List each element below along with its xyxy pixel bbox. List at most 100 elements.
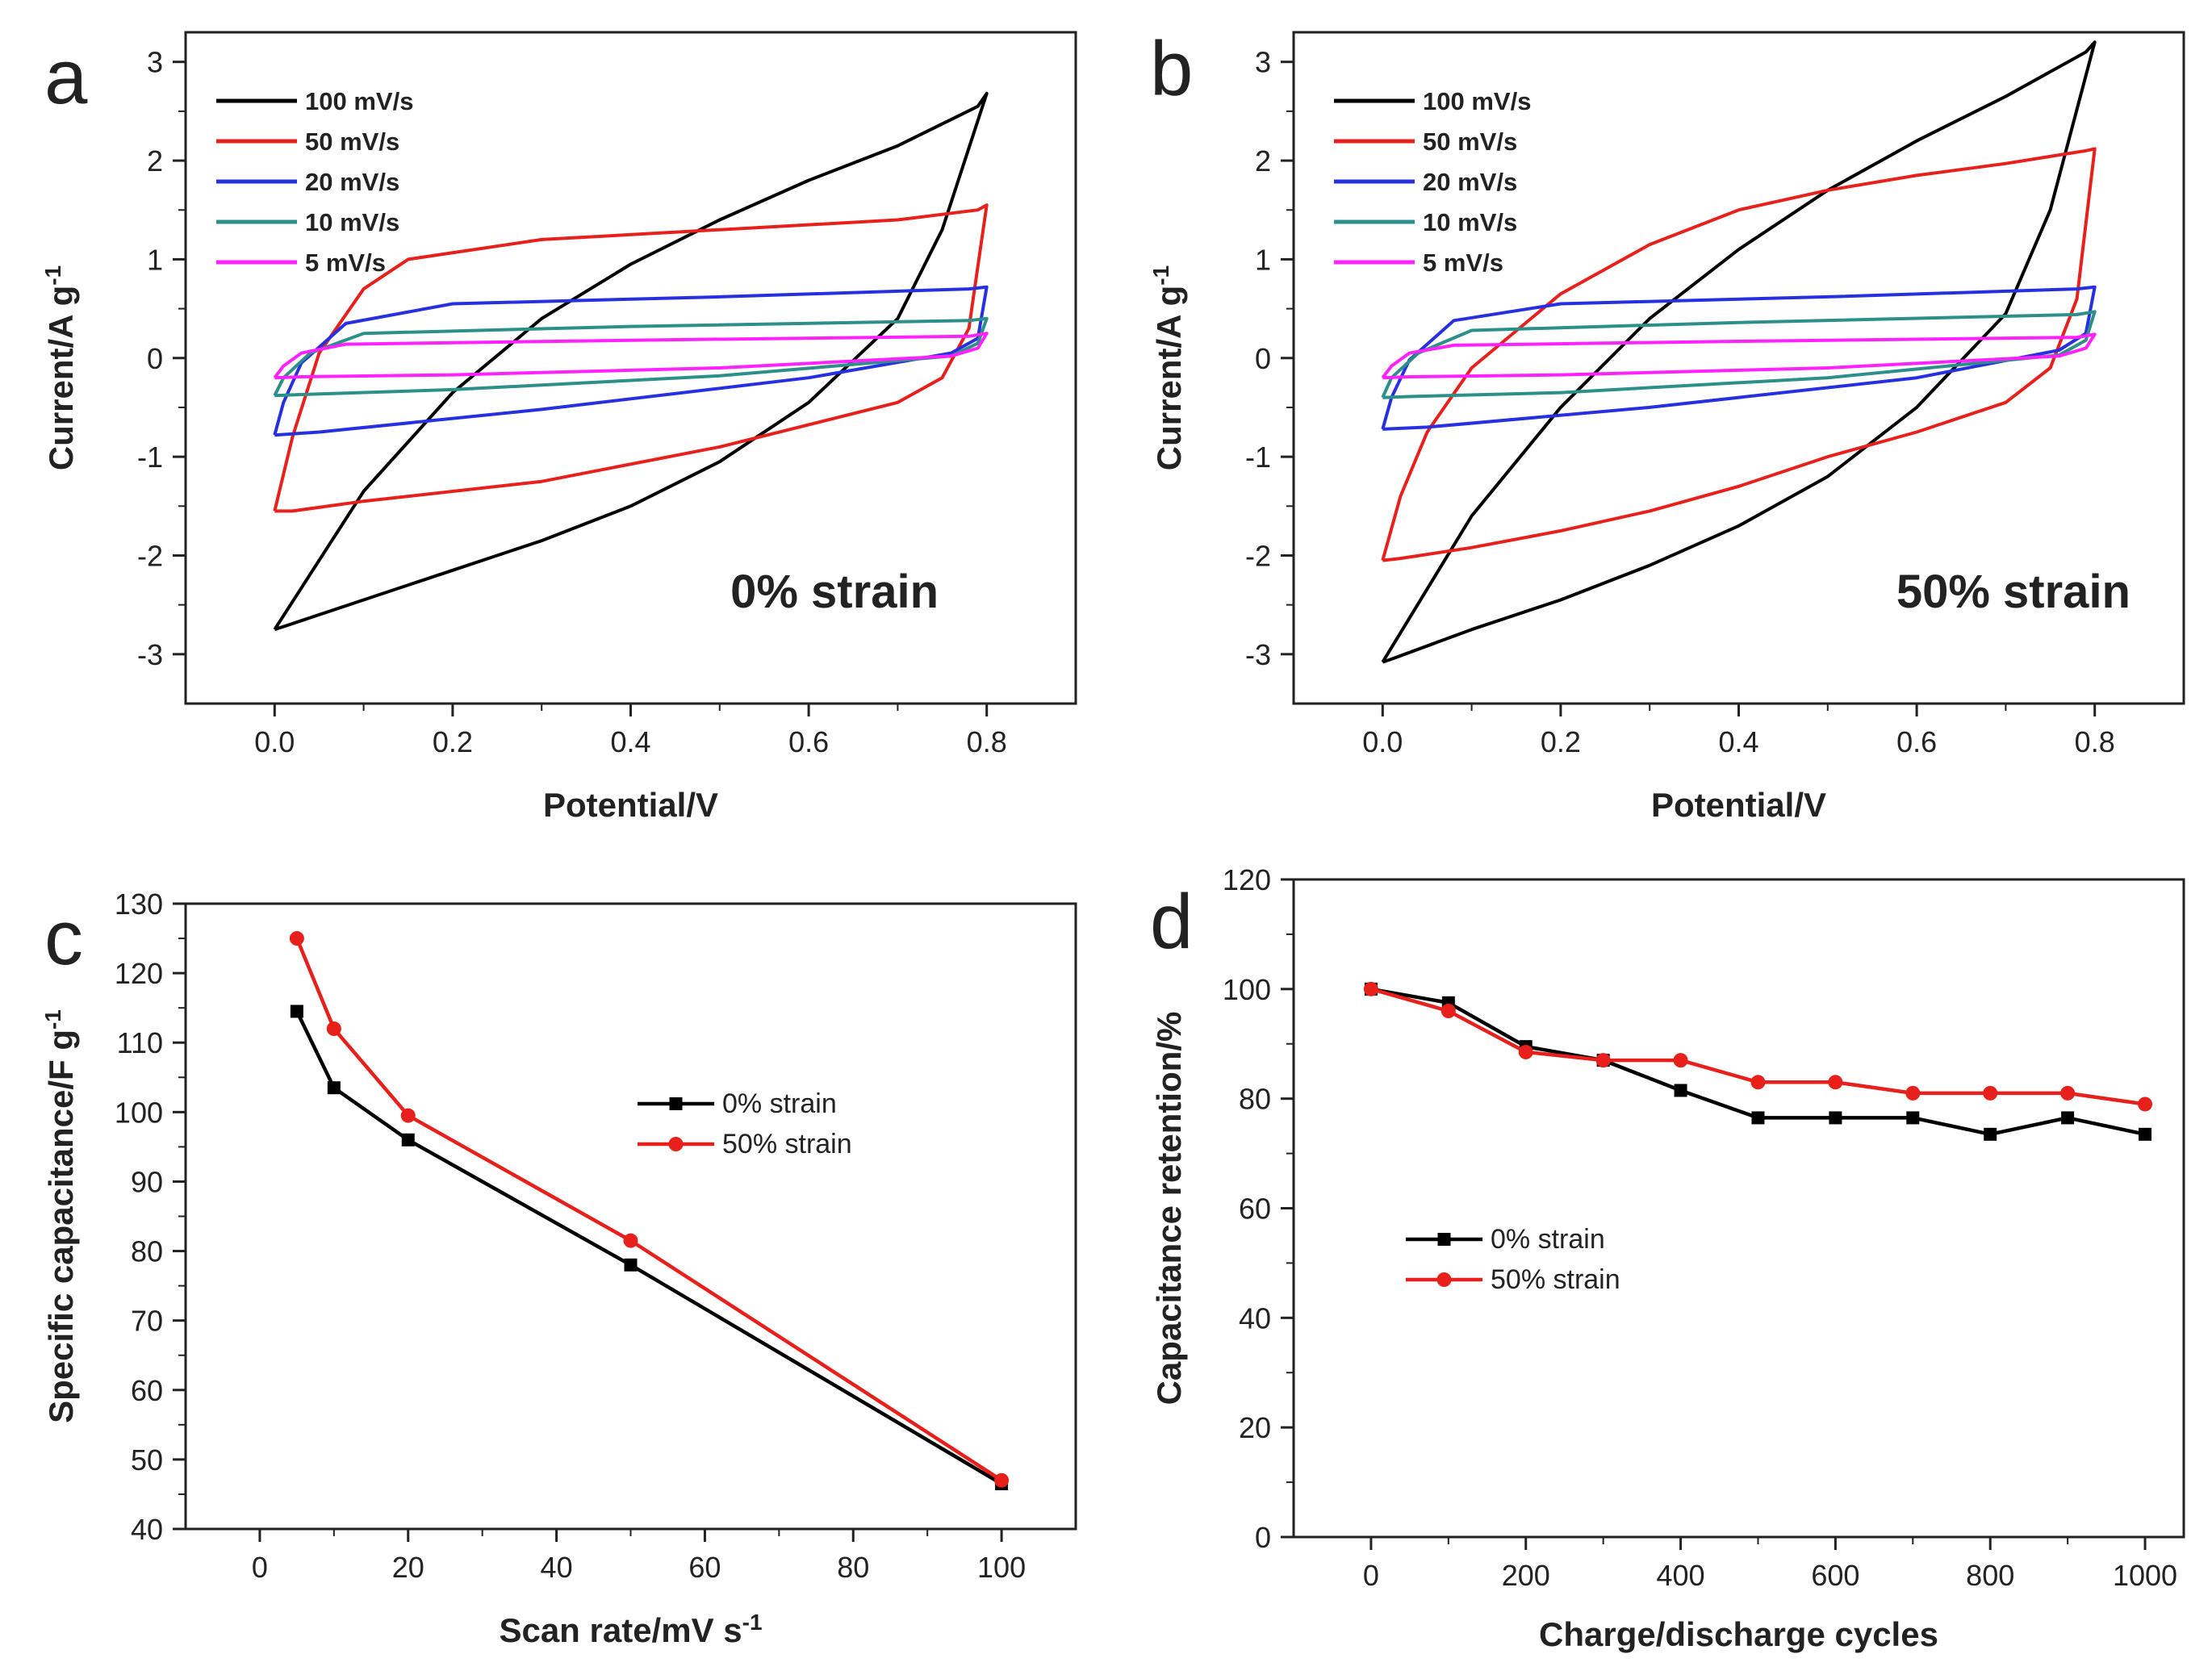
series-50-strain <box>1363 981 2153 1112</box>
series-50-mv-s <box>1381 147 2097 562</box>
data-point <box>1829 1111 1842 1125</box>
x-tick-label: 800 <box>1966 1559 2014 1592</box>
legend-marker <box>1436 1272 1452 1287</box>
series-0-strain <box>290 1005 1009 1491</box>
legend-label: 50 mV/s <box>1423 127 1517 156</box>
y-tick-label: 2 <box>147 144 163 178</box>
y-axis-label: Current/A g-1 <box>40 265 81 470</box>
x-axis-label: Potential/V <box>1651 786 1826 824</box>
legend-label: 20 mV/s <box>1423 168 1517 196</box>
x-tick-label: 0.0 <box>1362 725 1403 758</box>
y-axis-label: Current/A g-1 <box>1148 265 1189 470</box>
y-tick-label: 120 <box>1223 863 1271 896</box>
data-point <box>1518 1044 1533 1059</box>
panel-letter: b <box>1150 26 1193 112</box>
data-point <box>1905 1085 1921 1101</box>
legend-label: 100 mV/s <box>305 87 413 115</box>
y-tick-label: 40 <box>131 1513 163 1546</box>
y-tick-label: -2 <box>1245 539 1271 572</box>
data-point <box>2061 1111 2075 1125</box>
y-tick-label: 130 <box>115 888 163 921</box>
data-point <box>1595 1053 1611 1068</box>
data-point <box>289 931 304 946</box>
x-tick-label: 0 <box>1363 1559 1379 1592</box>
legend-marker <box>669 1097 683 1110</box>
data-point <box>623 1233 638 1248</box>
strain-annotation: 0% strain <box>730 566 939 618</box>
legend-label: 10 mV/s <box>305 208 399 236</box>
y-tick-label: 2 <box>1255 144 1271 178</box>
x-tick-label: 1000 <box>2113 1559 2177 1592</box>
data-point <box>1673 1053 1688 1068</box>
data-point <box>1751 1111 1765 1125</box>
y-tick-label: 80 <box>131 1235 163 1268</box>
data-point <box>400 1108 416 1123</box>
y-tick-label: 0 <box>147 342 163 375</box>
x-axis-label: Potential/V <box>543 786 718 824</box>
data-point <box>1441 1004 1456 1018</box>
y-axis-label-sup: -1 <box>40 1009 65 1030</box>
data-point <box>1363 981 1378 996</box>
series-line <box>1381 332 2097 380</box>
y-axis-label: Capacitance retention/% <box>1150 1012 1188 1406</box>
series-line <box>1381 147 2097 562</box>
series-5-mv-s <box>1381 332 2097 380</box>
x-tick-label: 400 <box>1657 1559 1705 1592</box>
data-point <box>994 1472 1010 1488</box>
series-50-strain <box>289 931 1010 1488</box>
x-tick-label: 0.2 <box>433 725 473 758</box>
legend: 0% strain 50% strain <box>638 1088 852 1159</box>
legend-label: 5 mV/s <box>305 249 386 277</box>
y-tick-label: 3 <box>147 46 163 79</box>
panel-c: 0 20 40 60 80 100 40 50 60 70 80 90 100 110 120 130 Scan… <box>40 888 1077 1649</box>
series-10-mv-s <box>273 316 989 398</box>
legend: 100 mV/s 50 mV/s 20 mV/s 10 mV/s 5 mV/s <box>1334 87 1531 277</box>
strain-annotation: 50% strain <box>1896 566 2130 618</box>
y-tick-label: 70 <box>131 1305 163 1338</box>
y-tick-label: 3 <box>1255 46 1271 79</box>
panel-letter: d <box>1150 879 1193 965</box>
x-tick-label: 200 <box>1502 1559 1550 1592</box>
y-tick-label: 0 <box>1255 1521 1271 1554</box>
legend-label: 50 mV/s <box>305 127 399 156</box>
series-line <box>273 332 989 380</box>
y-tick-label: 80 <box>1239 1083 1271 1116</box>
series-5-mv-s <box>273 332 989 380</box>
data-point <box>2138 1096 2153 1112</box>
y-tick-label: 100 <box>1223 973 1271 1006</box>
data-point <box>326 1021 341 1036</box>
x-axis-label-sup: -1 <box>742 1610 763 1635</box>
plot-frame <box>184 902 1077 1531</box>
x-axis-label: Charge/discharge cycles <box>1539 1615 1938 1653</box>
panel-letter: c <box>44 895 83 981</box>
data-point <box>327 1081 341 1095</box>
y-axis-label-sup: -1 <box>40 265 65 286</box>
x-tick-label: 0.4 <box>1718 725 1758 758</box>
legend: 100 mV/s 50 mV/s 20 mV/s 10 mV/s 5 mV/s <box>216 87 413 277</box>
panel-b: 0.0 0.2 0.4 0.6 0.8 -3 -2 -1 0 1 2 3 Potential/V Curr… <box>1148 26 2185 824</box>
series-line <box>295 938 1003 1482</box>
x-tick-label: 0.6 <box>1896 725 1937 758</box>
y-tick-label: 60 <box>1239 1193 1271 1226</box>
y-tick-label: -3 <box>1245 638 1271 671</box>
y-tick-label: -1 <box>137 441 163 474</box>
x-tick-label: 0.8 <box>967 725 1007 758</box>
panel-d: 0 200 400 600 800 1000 0 20 40 60 80 100 120 Charge/d… <box>1150 863 2185 1653</box>
data-point <box>1983 1085 1998 1101</box>
x-tick-label: 100 <box>977 1551 1026 1584</box>
x-tick-label: 0.0 <box>254 725 295 758</box>
series-line <box>273 91 989 632</box>
x-tick-label: 20 <box>392 1551 424 1584</box>
data-point <box>1906 1111 1920 1125</box>
legend-label: 0% strain <box>1491 1224 1605 1255</box>
y-axis-label-sup: -1 <box>1148 265 1173 286</box>
legend-label: 50% strain <box>1491 1264 1620 1295</box>
legend-label: 5 mV/s <box>1423 249 1503 277</box>
series-line <box>1381 40 2097 664</box>
y-tick-label: 60 <box>131 1374 163 1407</box>
x-tick-label: 0.8 <box>2075 725 2115 758</box>
y-tick-label: -1 <box>1245 441 1271 474</box>
legend-label: 10 mV/s <box>1423 208 1517 236</box>
data-point <box>1750 1075 1766 1090</box>
plot-frame <box>1292 878 2185 1539</box>
